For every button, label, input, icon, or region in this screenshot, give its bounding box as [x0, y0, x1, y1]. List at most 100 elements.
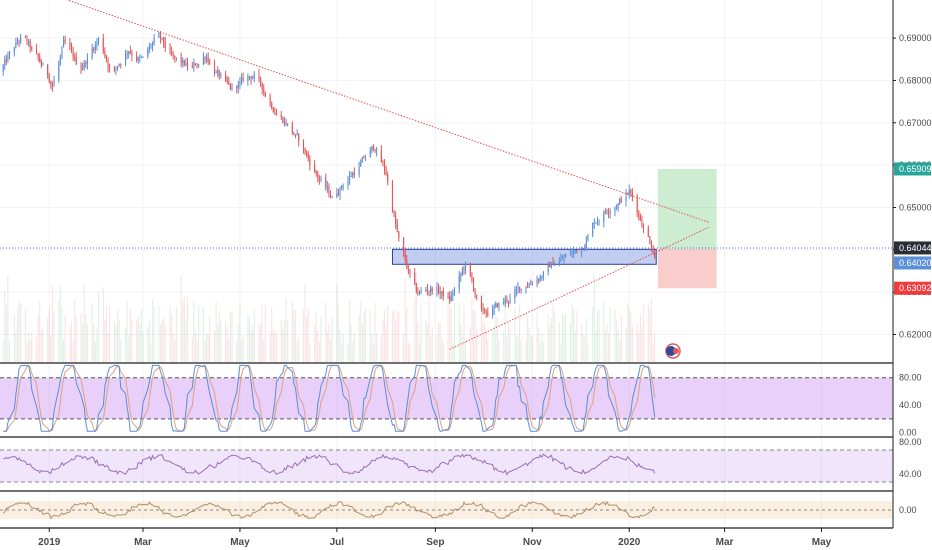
- candle-body: [117, 65, 119, 68]
- volume-bar: [28, 331, 30, 362]
- candle-body: [229, 83, 231, 90]
- candle-body: [561, 258, 564, 260]
- candle-body: [565, 254, 567, 258]
- volume-bar: [260, 324, 262, 362]
- candle-body: [37, 53, 39, 58]
- stochastic-tick-label: 80.00: [899, 373, 922, 383]
- price-badge-bg: [894, 256, 931, 270]
- candle-body: [317, 173, 319, 178]
- volume-bar: [606, 324, 608, 362]
- volume-bar: [398, 311, 400, 362]
- candle-body: [414, 272, 416, 284]
- candle-body: [39, 57, 41, 62]
- candle-body: [172, 54, 174, 56]
- volume-bar: [182, 302, 184, 362]
- candle-body: [395, 216, 397, 225]
- candle-body: [139, 57, 141, 59]
- volume-bar: [492, 329, 494, 362]
- flag-icon[interactable]: [665, 343, 681, 359]
- volume-bar: [250, 330, 252, 362]
- candle-body: [171, 52, 173, 55]
- candle-body: [417, 292, 419, 294]
- candle-body: [598, 221, 600, 223]
- volume-bar: [515, 335, 517, 362]
- candle-body: [465, 263, 467, 270]
- volume-bar: [430, 336, 432, 362]
- volume-bar: [458, 303, 460, 362]
- candle-body: [47, 64, 49, 75]
- volume-bar: [437, 322, 440, 362]
- candle-body: [447, 295, 449, 297]
- candle-body: [428, 291, 430, 293]
- candle-body: [403, 237, 405, 254]
- volume-bar: [329, 339, 332, 362]
- candle-body: [398, 231, 400, 238]
- volume-bar: [291, 300, 293, 362]
- volume-bar: [638, 332, 640, 362]
- volume-bar: [360, 301, 362, 362]
- volume-bar: [186, 297, 189, 362]
- candle-body: [140, 57, 142, 59]
- volume-bar: [369, 310, 371, 362]
- volume-bar: [5, 304, 7, 362]
- volume-bar: [215, 301, 217, 362]
- candle-body: [387, 174, 389, 182]
- volume-bar: [172, 332, 174, 362]
- candle-body: [220, 74, 222, 76]
- candle-body: [339, 187, 341, 195]
- volume-bar: [226, 327, 228, 362]
- candle-body: [158, 33, 160, 38]
- time-tick-label: May: [812, 537, 832, 548]
- volume-bar: [326, 332, 328, 362]
- candle-body: [458, 276, 460, 290]
- volume-bar: [361, 325, 363, 362]
- candle-body: [504, 298, 506, 302]
- time-tick-label: 2019: [38, 537, 61, 548]
- candle-body: [253, 73, 255, 79]
- candle-body: [182, 60, 184, 63]
- volume-bar: [51, 285, 53, 362]
- candle-body: [242, 77, 244, 81]
- candle-body: [85, 62, 87, 64]
- volume-bar: [647, 303, 649, 362]
- volume-bar: [542, 342, 544, 362]
- volume-bar: [24, 308, 26, 362]
- indicator-panels: [0, 364, 893, 520]
- volume-bar: [164, 325, 166, 362]
- candle-body: [260, 77, 262, 83]
- volume-bar: [231, 311, 233, 362]
- volume-bar: [202, 308, 204, 362]
- candle-body: [604, 211, 606, 213]
- volume-bar: [105, 305, 108, 362]
- volume-bar: [526, 316, 529, 362]
- candle-body: [248, 76, 251, 78]
- candle-body: [70, 48, 73, 51]
- candle-body: [264, 92, 266, 97]
- volume-bar: [107, 333, 109, 362]
- rsi-tick-label: 40.00: [899, 469, 922, 479]
- candle-body: [474, 289, 476, 296]
- volume-bar: [442, 341, 444, 362]
- volume-bar: [576, 310, 578, 362]
- candle-body: [506, 298, 508, 301]
- candle-body: [380, 150, 382, 163]
- volume-bar: [8, 341, 11, 362]
- candle-body: [97, 37, 100, 43]
- volume-bar: [328, 323, 330, 362]
- volume-bar: [382, 319, 384, 362]
- volume-bar: [136, 320, 138, 362]
- candle-body: [520, 288, 522, 291]
- volume-bar: [517, 336, 519, 362]
- candle-body: [639, 215, 641, 221]
- volume-bar: [404, 278, 406, 362]
- volume-bar: [506, 337, 508, 362]
- candle-body: [274, 112, 276, 115]
- candle-body: [396, 224, 398, 232]
- candle-body: [4, 59, 6, 66]
- volume-bar: [207, 333, 209, 362]
- candle-body: [294, 134, 297, 136]
- volume-bar: [204, 340, 206, 362]
- candle-body: [547, 264, 549, 273]
- volume-bar: [514, 306, 516, 362]
